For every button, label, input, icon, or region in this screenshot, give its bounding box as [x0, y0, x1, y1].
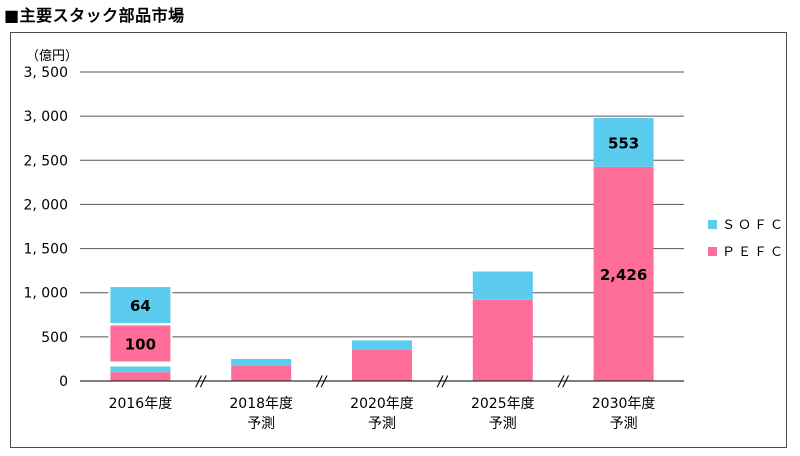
- y-tick-label: 0: [59, 374, 68, 390]
- bar-pefc: [352, 349, 412, 381]
- data-label-callout: [108, 323, 173, 364]
- bar-sofc: [110, 366, 171, 373]
- legend-label: ＰＥＦＣ: [722, 245, 786, 260]
- chart-frame: [10, 32, 787, 448]
- legend-swatch: [708, 220, 717, 229]
- y-tick-label: 2, 000: [23, 197, 68, 213]
- legend-swatch: [708, 247, 717, 256]
- bar-pefc: [472, 299, 533, 381]
- y-tick-label: 1, 000: [23, 286, 68, 302]
- y-tick-label: 2, 500: [23, 153, 68, 169]
- bar-sofc: [472, 271, 533, 300]
- data-label: 64: [130, 297, 151, 315]
- data-label-callout: [108, 285, 173, 326]
- data-label: 100: [125, 335, 156, 353]
- x-tick-sublabel: 予測: [489, 416, 517, 432]
- axis-break-mark: //: [556, 374, 569, 390]
- bar-pefc: [110, 372, 171, 381]
- bar-pefc: [231, 365, 292, 381]
- legend-label: ＳＯＦＣ: [722, 218, 786, 233]
- y-unit-label: （億円）: [26, 48, 78, 64]
- data-label: 2,426: [600, 266, 647, 284]
- axis-break-mark: //: [315, 374, 328, 390]
- x-tick-label: 2025年度: [471, 396, 535, 412]
- axis-break-mark: //: [436, 374, 449, 390]
- bar-pefc: [593, 166, 654, 381]
- x-tick-label: 2018年度: [229, 396, 293, 412]
- chart-title: ■主要スタック部品市場: [4, 6, 185, 25]
- x-tick-sublabel: 予測: [368, 416, 396, 432]
- x-tick-sublabel: 予測: [247, 416, 275, 432]
- y-tick-label: 500: [41, 330, 68, 346]
- y-tick-label: 3, 000: [23, 109, 68, 125]
- bar-sofc: [593, 117, 654, 167]
- y-tick-label: 3, 500: [23, 65, 68, 81]
- data-label: 553: [608, 134, 639, 152]
- x-tick-label: 2030年度: [592, 396, 656, 412]
- bar-sofc: [231, 358, 292, 366]
- bar-sofc: [352, 340, 412, 350]
- y-tick-label: 1, 500: [23, 242, 68, 258]
- x-tick-label: 2016年度: [109, 396, 173, 412]
- x-tick-label: 2020年度: [350, 396, 414, 412]
- axis-break-mark: //: [194, 374, 207, 390]
- x-tick-sublabel: 予測: [610, 416, 638, 432]
